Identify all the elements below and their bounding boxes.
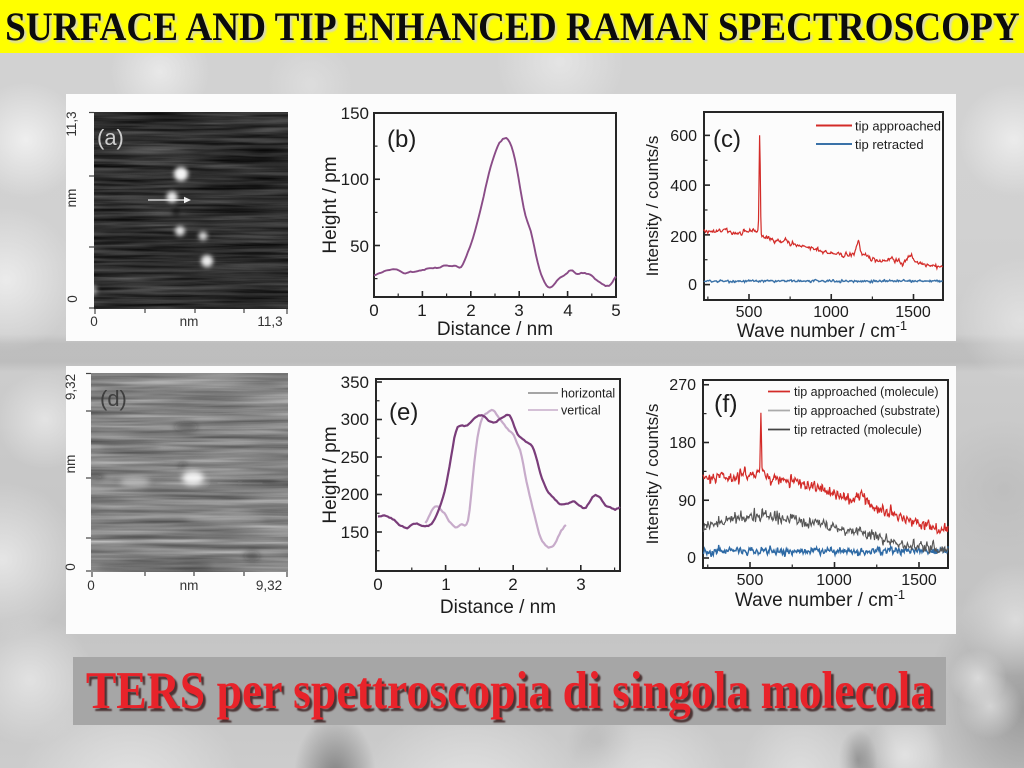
svg-text:200: 200: [670, 229, 697, 246]
svg-text:Wave number / cm-1: Wave number / cm-1: [735, 587, 905, 611]
svg-text:nm: nm: [180, 314, 199, 329]
svg-text:tip approached (substrate): tip approached (substrate): [794, 404, 940, 418]
svg-text:vertical: vertical: [561, 404, 601, 418]
svg-text:250: 250: [341, 448, 369, 467]
svg-text:11,3: 11,3: [64, 111, 79, 136]
svg-text:1000: 1000: [816, 572, 852, 589]
svg-text:1: 1: [441, 575, 450, 594]
svg-text:0: 0: [688, 277, 697, 294]
svg-text:600: 600: [670, 128, 697, 145]
svg-text:Wave number / cm-1: Wave number / cm-1: [737, 318, 907, 342]
svg-text:500: 500: [737, 572, 764, 589]
svg-text:tip retracted: tip retracted: [855, 137, 924, 152]
svg-text:(c): (c): [713, 126, 741, 153]
svg-text:9,32: 9,32: [63, 374, 78, 400]
svg-text:0: 0: [63, 563, 78, 571]
svg-text:Distance / nm: Distance / nm: [437, 319, 553, 340]
svg-text:3: 3: [514, 301, 523, 320]
svg-text:0: 0: [90, 314, 98, 329]
svg-text:3: 3: [576, 575, 585, 594]
svg-text:1000: 1000: [813, 304, 849, 321]
svg-text:4: 4: [563, 301, 572, 320]
svg-text:5: 5: [611, 301, 620, 320]
svg-text:400: 400: [670, 178, 697, 195]
svg-text:(a): (a): [97, 125, 124, 150]
svg-text:Intensity / counts/s: Intensity / counts/s: [643, 404, 662, 545]
svg-text:1500: 1500: [895, 304, 931, 321]
svg-text:100: 100: [341, 170, 369, 189]
svg-text:tip approached: tip approached: [855, 119, 941, 134]
svg-text:11,3: 11,3: [257, 314, 282, 329]
svg-text:horizontal: horizontal: [561, 387, 615, 401]
svg-text:Intensity / counts/s: Intensity / counts/s: [643, 136, 662, 277]
svg-text:(f): (f): [714, 390, 738, 418]
svg-text:2: 2: [508, 575, 517, 594]
svg-text:2: 2: [466, 301, 475, 320]
svg-text:0: 0: [369, 301, 378, 320]
svg-text:nm: nm: [180, 578, 199, 593]
svg-text:Height / pm: Height / pm: [320, 156, 341, 253]
svg-text:150: 150: [341, 523, 369, 542]
svg-text:nm: nm: [63, 455, 78, 474]
svg-text:0: 0: [687, 550, 696, 567]
svg-text:Height / pm: Height / pm: [320, 426, 341, 523]
svg-text:270: 270: [669, 377, 696, 394]
svg-text:50: 50: [350, 237, 369, 256]
svg-text:(d): (d): [100, 386, 127, 411]
svg-text:0: 0: [87, 578, 95, 593]
svg-text:tip approached (molecule): tip approached (molecule): [794, 385, 939, 399]
svg-text:0: 0: [65, 295, 80, 303]
svg-text:150: 150: [341, 104, 369, 123]
svg-text:nm: nm: [64, 189, 79, 208]
svg-text:0: 0: [373, 575, 382, 594]
svg-text:(b): (b): [387, 126, 416, 153]
svg-text:1500: 1500: [901, 572, 937, 589]
svg-text:500: 500: [736, 304, 763, 321]
svg-text:300: 300: [341, 410, 369, 429]
svg-text:Distance / nm: Distance / nm: [440, 597, 556, 618]
svg-text:200: 200: [341, 485, 369, 504]
svg-text:90: 90: [678, 493, 696, 510]
svg-text:(e): (e): [389, 399, 418, 426]
svg-text:180: 180: [669, 435, 696, 452]
svg-text:9,32: 9,32: [256, 578, 282, 593]
svg-text:350: 350: [341, 373, 369, 392]
svg-text:tip retracted (molecule): tip retracted (molecule): [794, 423, 922, 437]
svg-text:1: 1: [417, 301, 426, 320]
